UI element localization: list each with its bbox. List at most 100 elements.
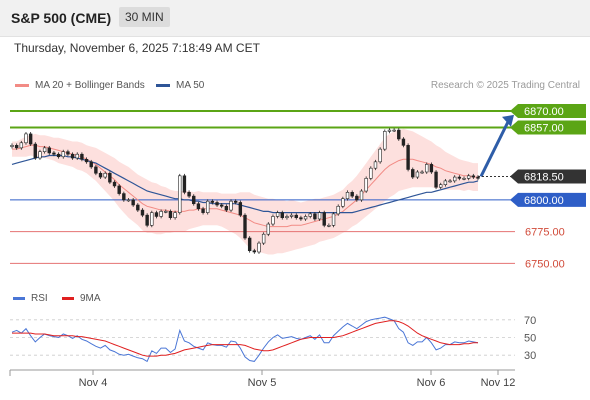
candle-45 <box>220 203 224 209</box>
candle-body-58 <box>280 212 284 219</box>
candle-body-71 <box>341 198 345 207</box>
candle-16 <box>84 157 89 164</box>
level-label-3: 6775.00 <box>525 227 565 239</box>
candle-body-64 <box>308 213 312 217</box>
candle-95 <box>453 175 457 183</box>
candle-body-10 <box>56 153 61 158</box>
candle-body-41 <box>201 208 205 213</box>
candle-body-35 <box>173 212 177 219</box>
candle-body-79 <box>378 148 382 163</box>
candle-86 <box>411 167 415 179</box>
candle-body-100 <box>476 176 480 179</box>
candle-body-27 <box>136 204 140 211</box>
candle-body-32 <box>159 211 163 217</box>
candle-body-94 <box>448 180 452 183</box>
candle-body-65 <box>313 213 317 220</box>
candle-body-19 <box>98 172 103 178</box>
candle-64 <box>308 211 312 219</box>
candle-8 <box>47 145 51 155</box>
candle-body-20 <box>103 172 107 178</box>
candle-82 <box>392 128 396 132</box>
candle-body-78 <box>373 161 378 169</box>
candle-body-73 <box>350 192 354 197</box>
candle-12 <box>66 149 70 157</box>
candle-body-99 <box>471 175 476 178</box>
candle-body-12 <box>66 151 70 155</box>
level-label-1: 6857.00 <box>524 123 564 135</box>
candle-58 <box>280 210 284 220</box>
candle-body-88 <box>420 171 424 174</box>
candle-50 <box>243 213 247 240</box>
candle-19 <box>98 171 103 179</box>
candle-57 <box>275 210 280 219</box>
candle-42 <box>206 199 210 215</box>
legend-9ma-label: 9MA <box>80 293 101 304</box>
candle-78 <box>373 159 378 171</box>
candle-18 <box>94 165 98 176</box>
candle-31 <box>154 210 159 219</box>
legend-rsi-label: RSI <box>31 293 48 304</box>
level-label-0: 6870.00 <box>524 106 564 118</box>
candle-88 <box>420 170 424 174</box>
legend-ma50: MA 50 <box>156 80 204 91</box>
candle-body-23 <box>117 185 121 194</box>
time-tick-label-0: Nov 4 <box>79 377 108 389</box>
candle-3 <box>24 131 28 145</box>
candle-body-53 <box>257 242 261 253</box>
candle-35 <box>173 210 177 220</box>
candle-body-97 <box>462 178 466 180</box>
candle-14 <box>75 152 79 160</box>
candle-47 <box>229 199 233 212</box>
legend-ma50-swatch <box>156 84 170 87</box>
candle-59 <box>285 214 289 220</box>
candle-body-47 <box>229 200 233 211</box>
legend-ma20: MA 20 + Bollinger Bands <box>15 80 145 91</box>
candle-body-34 <box>168 211 173 219</box>
candle-81 <box>387 128 392 134</box>
candle-body-54 <box>261 233 266 244</box>
candle-96 <box>457 175 462 181</box>
candle-48 <box>233 199 238 205</box>
rsi-tick-label-1: 50 <box>524 333 536 345</box>
candle-body-16 <box>84 158 89 163</box>
candle-91 <box>434 170 438 190</box>
candle-body-70 <box>336 205 340 215</box>
candle-body-6 <box>38 151 42 159</box>
level-tag-2 <box>510 192 586 207</box>
candle-22 <box>112 180 117 188</box>
candle-body-66 <box>317 212 322 220</box>
time-tick-label-1: Nov 5 <box>248 377 277 389</box>
candle-body-21 <box>108 172 112 183</box>
rsi-line <box>11 316 479 363</box>
candle-83 <box>397 128 401 141</box>
candle-body-77 <box>369 167 373 179</box>
candle-body-76 <box>364 178 368 192</box>
candle-49 <box>238 200 243 218</box>
datetime-label: Thursday, November 6, 2025 7:18:49 AM CE… <box>14 41 260 55</box>
candle-body-39 <box>192 195 196 205</box>
candle-body-46 <box>224 205 229 211</box>
candle-body-81 <box>387 129 392 132</box>
candle-body-60 <box>289 214 294 217</box>
candle-body-95 <box>453 176 457 182</box>
candle-body-63 <box>303 216 308 220</box>
candle-70 <box>336 204 340 216</box>
candle-21 <box>108 171 112 185</box>
candle-body-30 <box>150 212 154 226</box>
timeframe-button[interactable]: 30 MIN <box>119 7 170 27</box>
candle-65 <box>313 211 317 221</box>
symbol-title: S&P 500 (CME) <box>11 10 112 26</box>
candle-body-85 <box>406 145 410 170</box>
candle-body-57 <box>275 212 280 217</box>
candle-23 <box>117 184 121 196</box>
candle-77 <box>369 166 373 181</box>
candle-89 <box>425 162 429 174</box>
candle-43 <box>210 199 215 205</box>
candle-body-61 <box>294 214 298 219</box>
candle-54 <box>261 232 266 246</box>
candle-97 <box>462 176 466 181</box>
candle-30 <box>150 210 154 228</box>
candle-body-28 <box>140 209 145 216</box>
candle-body-26 <box>131 199 135 206</box>
legend-9ma: 9MA <box>62 293 101 304</box>
